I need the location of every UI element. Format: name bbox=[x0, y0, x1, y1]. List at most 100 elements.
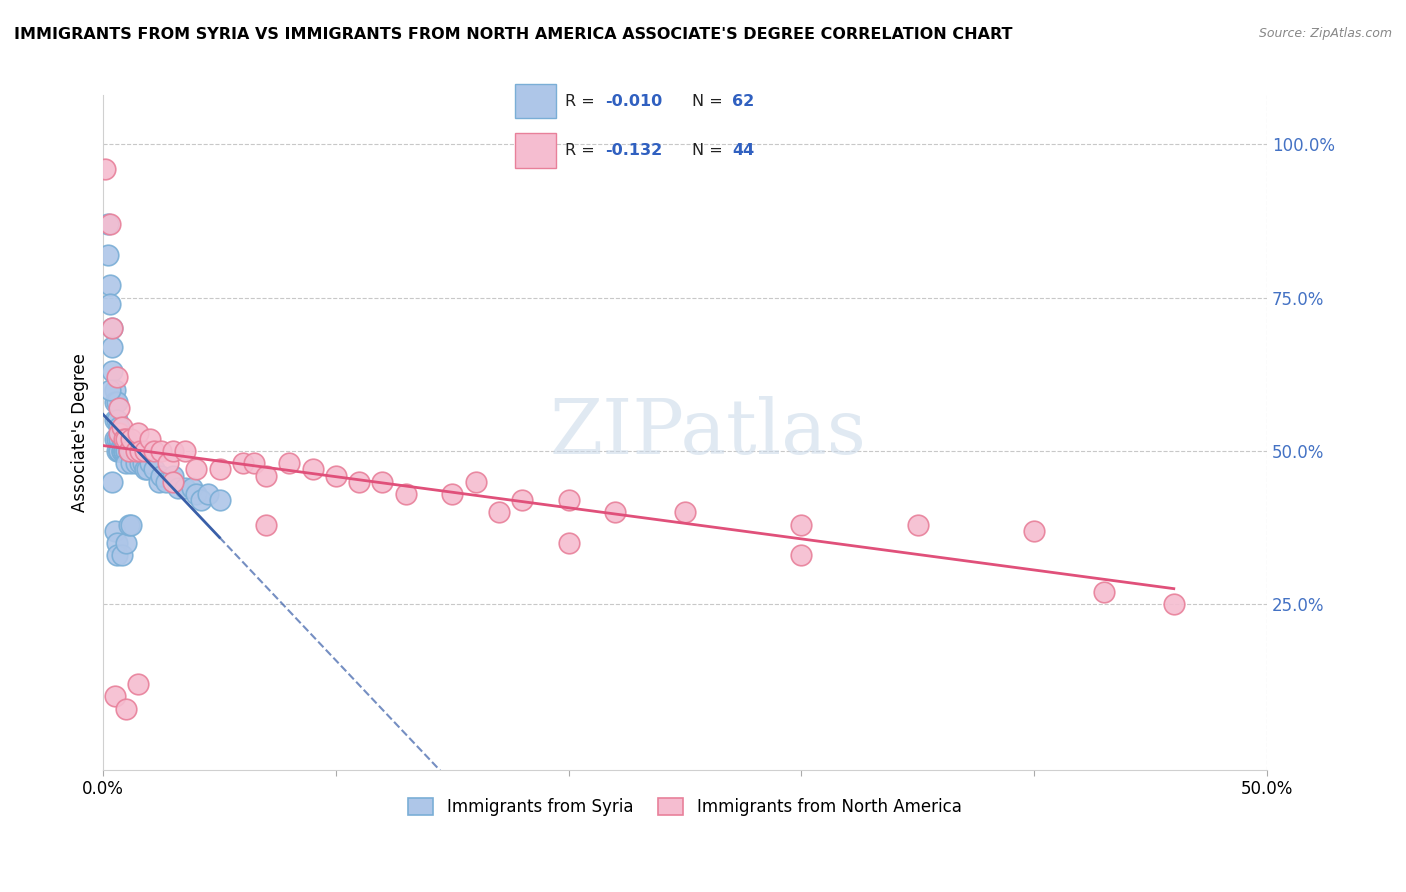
Point bbox=[98, 297, 121, 311]
Point bbox=[162, 468, 184, 483]
Point bbox=[105, 413, 128, 427]
Point bbox=[108, 419, 131, 434]
Point bbox=[148, 475, 170, 489]
Point bbox=[557, 493, 579, 508]
Point bbox=[254, 468, 277, 483]
Point bbox=[101, 321, 124, 335]
Point bbox=[105, 549, 128, 563]
Point bbox=[104, 690, 127, 704]
Point bbox=[347, 475, 370, 489]
Point bbox=[115, 701, 138, 715]
Text: ZIPatlas: ZIPatlas bbox=[550, 396, 866, 470]
Point bbox=[112, 444, 135, 458]
Point bbox=[208, 493, 231, 508]
Point bbox=[190, 493, 212, 508]
Point bbox=[112, 432, 135, 446]
Point bbox=[125, 444, 148, 458]
Point bbox=[173, 444, 195, 458]
Text: R =: R = bbox=[565, 94, 600, 109]
Point bbox=[98, 278, 121, 293]
Point bbox=[97, 248, 120, 262]
Legend: Immigrants from Syria, Immigrants from North America: Immigrants from Syria, Immigrants from N… bbox=[402, 791, 969, 822]
Point bbox=[162, 444, 184, 458]
Point bbox=[166, 481, 188, 495]
Point bbox=[254, 517, 277, 532]
Point bbox=[108, 444, 131, 458]
Point bbox=[1163, 598, 1185, 612]
Point bbox=[118, 517, 141, 532]
FancyBboxPatch shape bbox=[516, 84, 555, 119]
Point bbox=[125, 456, 148, 470]
Text: -0.132: -0.132 bbox=[605, 143, 662, 158]
Point bbox=[111, 444, 134, 458]
Point bbox=[197, 487, 219, 501]
Point bbox=[101, 321, 124, 335]
Point bbox=[111, 432, 134, 446]
Point bbox=[136, 462, 159, 476]
Point bbox=[150, 444, 173, 458]
Text: -0.010: -0.010 bbox=[605, 94, 662, 109]
Point bbox=[138, 456, 160, 470]
Point bbox=[108, 444, 131, 458]
Point bbox=[441, 487, 464, 501]
Point bbox=[129, 456, 152, 470]
Point bbox=[155, 475, 177, 489]
Point bbox=[115, 444, 138, 458]
Point bbox=[105, 536, 128, 550]
Point bbox=[162, 475, 184, 489]
Point bbox=[120, 432, 142, 446]
Point bbox=[120, 517, 142, 532]
Point bbox=[907, 517, 929, 532]
Y-axis label: Associate's Degree: Associate's Degree bbox=[72, 353, 89, 512]
Point bbox=[97, 217, 120, 231]
Point bbox=[127, 444, 149, 458]
Point bbox=[232, 456, 254, 470]
Point bbox=[1092, 585, 1115, 599]
Text: IMMIGRANTS FROM SYRIA VS IMMIGRANTS FROM NORTH AMERICA ASSOCIATE'S DEGREE CORREL: IMMIGRANTS FROM SYRIA VS IMMIGRANTS FROM… bbox=[14, 27, 1012, 42]
Point bbox=[143, 462, 166, 476]
Point bbox=[325, 468, 347, 483]
Point bbox=[115, 444, 138, 458]
Point bbox=[395, 487, 418, 501]
Point bbox=[301, 462, 323, 476]
Point bbox=[108, 401, 131, 416]
Point bbox=[98, 217, 121, 231]
Point bbox=[104, 383, 127, 397]
Point bbox=[111, 419, 134, 434]
Point bbox=[278, 456, 301, 470]
Point bbox=[108, 432, 131, 446]
Point bbox=[605, 505, 627, 519]
Point bbox=[111, 549, 134, 563]
Point bbox=[115, 456, 138, 470]
Point bbox=[104, 395, 127, 409]
Text: Source: ZipAtlas.com: Source: ZipAtlas.com bbox=[1258, 27, 1392, 40]
Point bbox=[120, 444, 142, 458]
Point bbox=[127, 677, 149, 691]
Text: 44: 44 bbox=[733, 143, 754, 158]
Point bbox=[673, 505, 696, 519]
Point bbox=[243, 456, 266, 470]
Point bbox=[134, 462, 156, 476]
Point bbox=[120, 456, 142, 470]
Point bbox=[101, 340, 124, 354]
Point bbox=[118, 444, 141, 458]
Point bbox=[105, 370, 128, 384]
Point bbox=[127, 425, 149, 440]
Point bbox=[186, 487, 208, 501]
Point bbox=[371, 475, 394, 489]
Point bbox=[557, 536, 579, 550]
Point bbox=[115, 432, 138, 446]
Point bbox=[180, 481, 202, 495]
Point bbox=[790, 517, 813, 532]
Point bbox=[105, 444, 128, 458]
FancyBboxPatch shape bbox=[516, 134, 555, 168]
Point bbox=[104, 524, 127, 538]
Point bbox=[129, 444, 152, 458]
Point bbox=[122, 444, 145, 458]
Point bbox=[98, 383, 121, 397]
Point bbox=[1024, 524, 1046, 538]
Point bbox=[208, 462, 231, 476]
Point bbox=[150, 468, 173, 483]
Point bbox=[118, 444, 141, 458]
Point bbox=[111, 444, 134, 458]
